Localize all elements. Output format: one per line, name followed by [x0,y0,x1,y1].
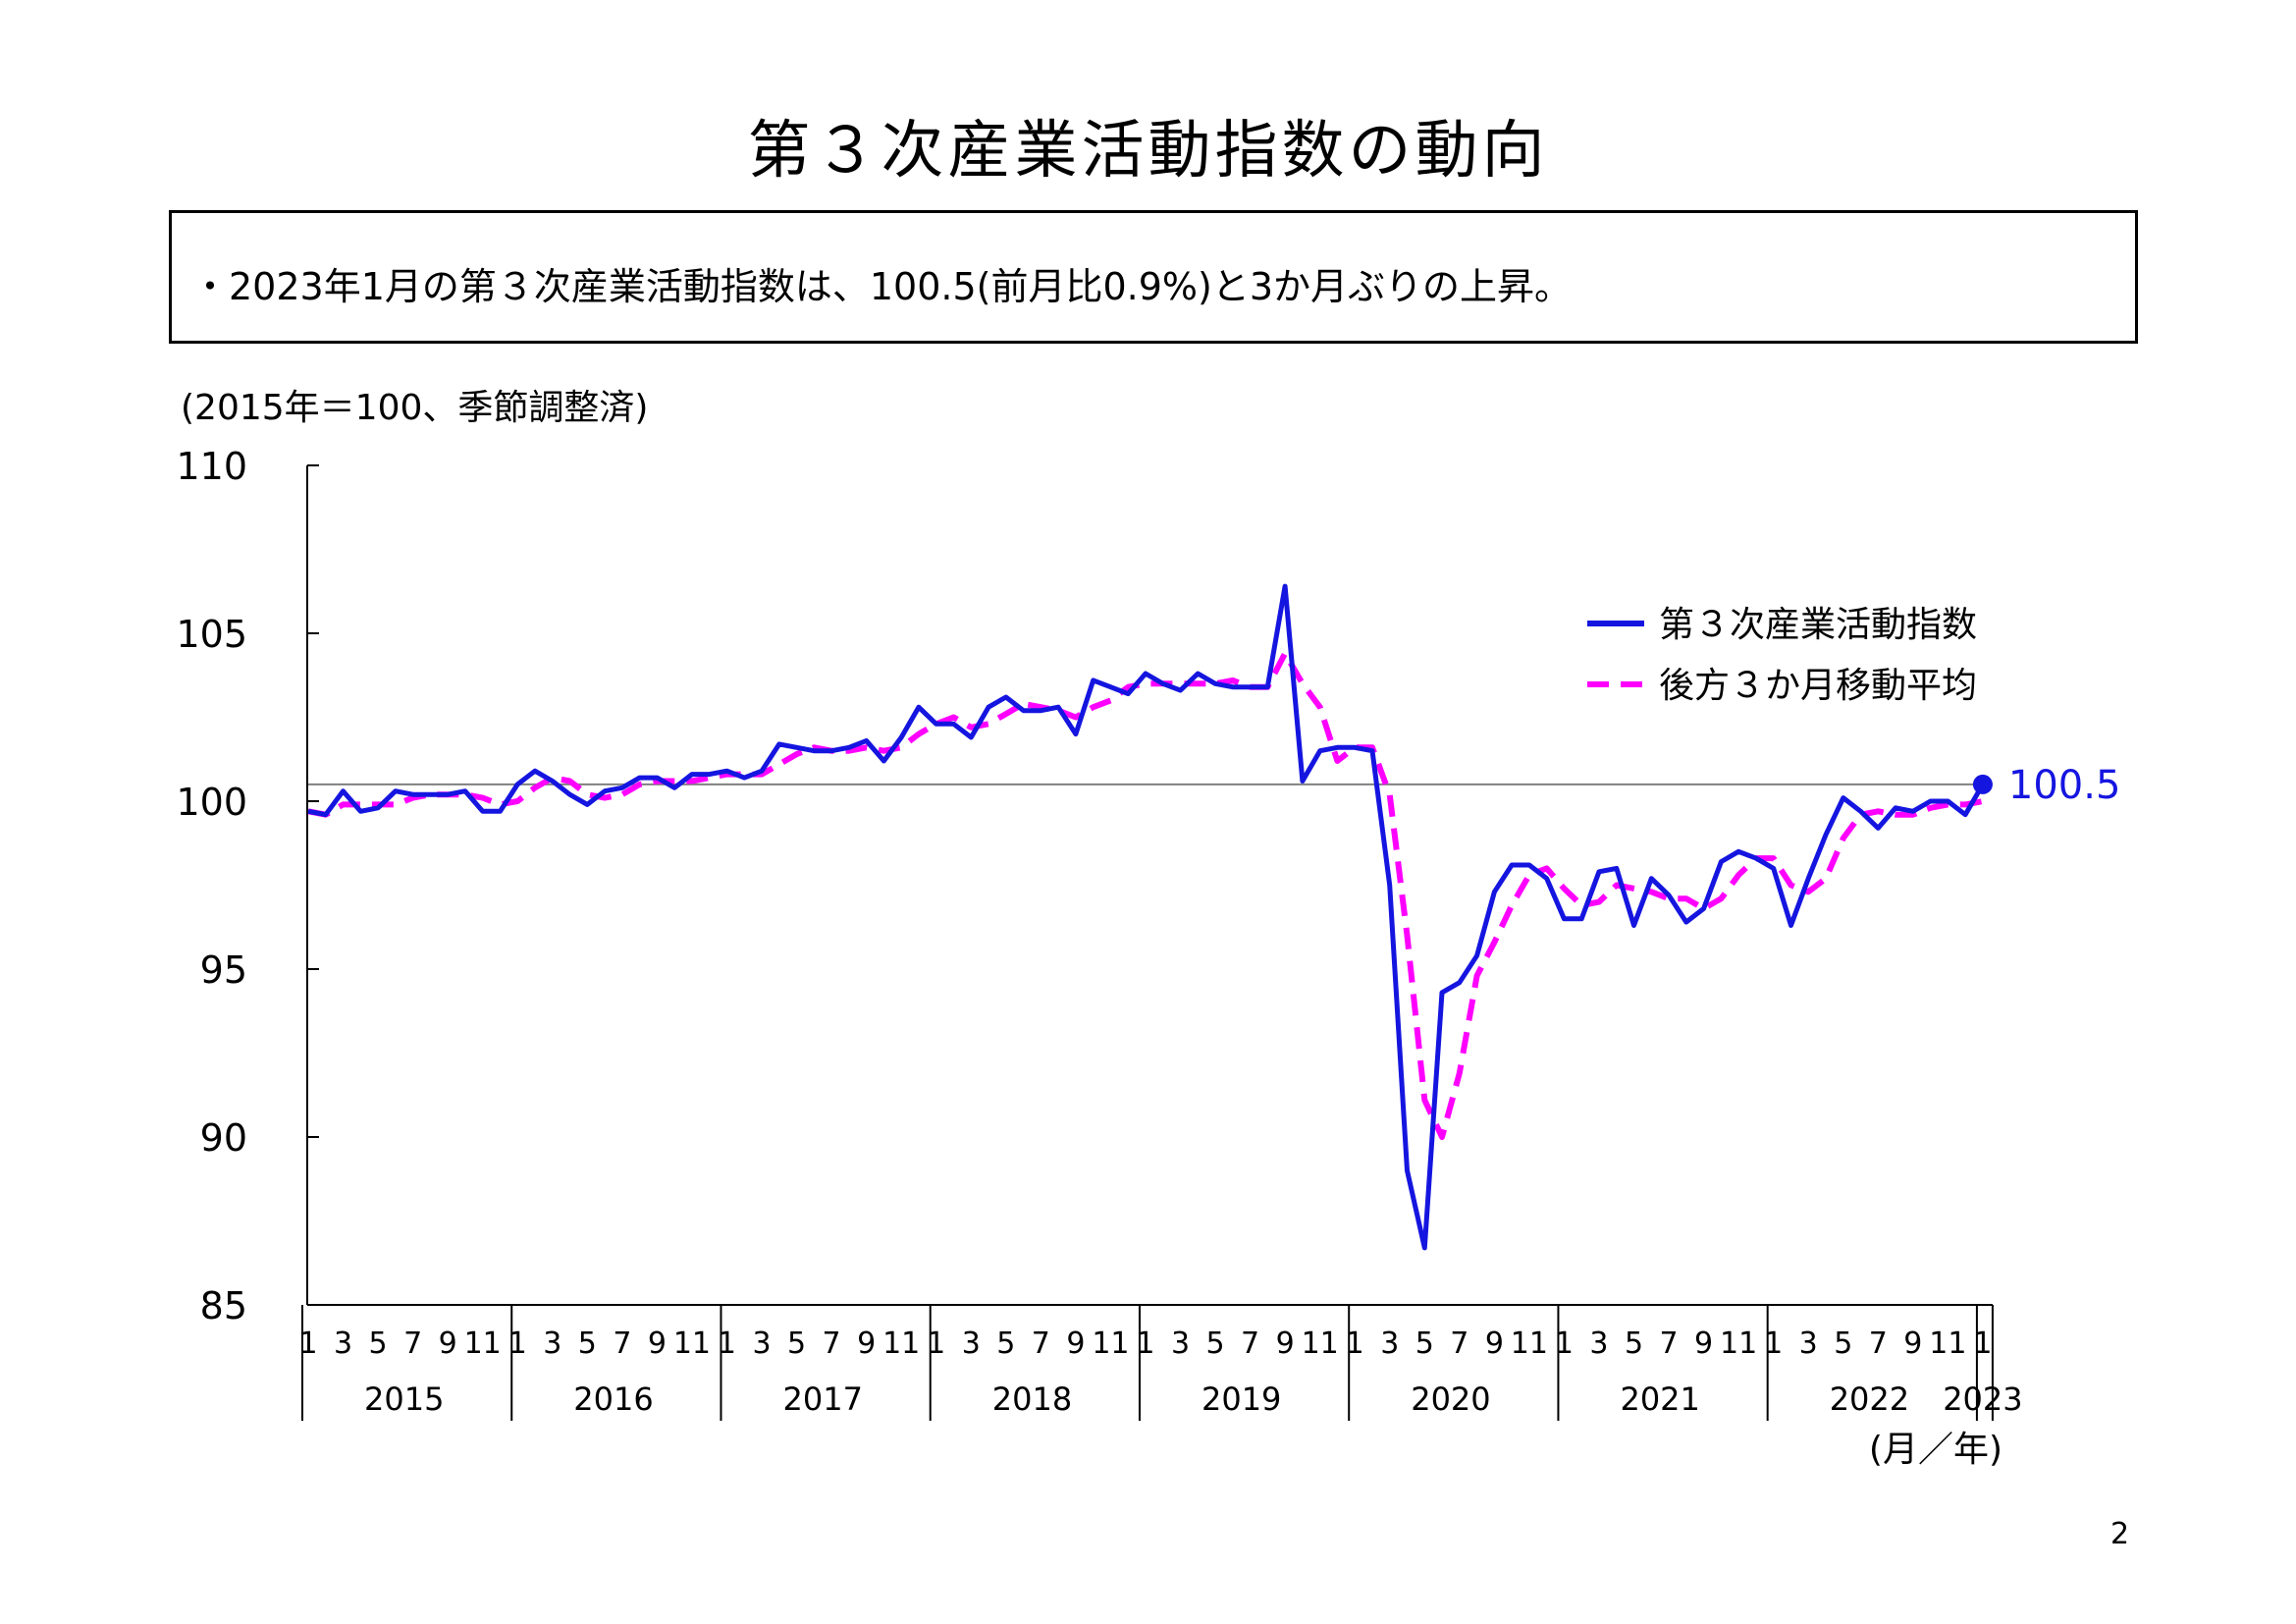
x-month-label: 3 [543,1326,561,1361]
x-month-label: 11 [673,1326,711,1361]
x-month-label: 3 [752,1326,771,1361]
x-month-label: 1 [1346,1326,1364,1361]
x-month-label: 9 [1485,1326,1504,1361]
x-month-label: 9 [1903,1326,1922,1361]
x-month-label: 1 [508,1326,527,1361]
x-month-label: 11 [882,1326,920,1361]
x-year-label: 2022 [1830,1380,1909,1418]
x-month-label: 3 [334,1326,352,1361]
x-month-label: 11 [1302,1326,1339,1361]
x-month-label: 5 [787,1326,806,1361]
x-month-label: 5 [1834,1326,1852,1361]
x-month-label: 11 [1929,1326,1966,1361]
x-month-label: 5 [1205,1326,1224,1361]
page-number: 2 [2110,1517,2130,1551]
last-point-marker [1972,774,1993,794]
x-month-label: 11 [1511,1326,1548,1361]
x-year-label: 2015 [364,1380,444,1418]
x-month-label: 9 [648,1326,667,1361]
y-tick-label: 105 [176,613,247,656]
x-year-label: 2017 [782,1380,862,1418]
page-title: 第３次産業活動指数の動向 [747,115,1549,188]
series-line-index [307,583,1986,1251]
x-month-label: 11 [464,1326,502,1361]
x-month-label: 3 [962,1326,981,1361]
x-year-label: 2020 [1411,1380,1490,1418]
x-month-label: 1 [1764,1326,1783,1361]
x-month-label: 5 [1625,1326,1643,1361]
y-tick-label: 85 [200,1284,247,1327]
legend-label-index: 第３次産業活動指数 [1659,605,1977,645]
x-month-label: 3 [1171,1326,1190,1361]
x-year-label: 2021 [1620,1380,1699,1418]
y-tick-label: 95 [200,948,247,992]
x-month-label: 5 [578,1326,597,1361]
x-month-label: 1 [1136,1326,1154,1361]
summary-box: ・2023年1月の第３次産業活動指数は、100.5(前月比0.9%)と3か月ぶり… [169,210,2138,344]
unit-label: (2015年＝100、季節調整済) [181,388,649,428]
x-month-label: 3 [1799,1326,1818,1361]
x-month-label: 3 [1589,1326,1608,1361]
x-month-label: 7 [823,1326,841,1361]
x-month-label: 9 [439,1326,457,1361]
x-month-label: 7 [613,1326,631,1361]
x-year-label: 2018 [992,1380,1072,1418]
x-month-label: 9 [1276,1326,1295,1361]
x-month-label: 7 [1450,1326,1468,1361]
x-year-label: 2019 [1201,1380,1281,1418]
summary-text: ・2023年1月の第３次産業活動指数は、100.5(前月比0.9%)と3か月ぶり… [191,265,1573,308]
x-axis-unit-label: (月／年) [1869,1430,2002,1470]
x-month-label: 3 [1380,1326,1399,1361]
x-year-label: 2023 [1943,1380,2022,1418]
x-month-label: 11 [1092,1326,1129,1361]
x-year-label: 2016 [573,1380,653,1418]
x-month-label: 7 [1660,1326,1679,1361]
x-month-label: 5 [1415,1326,1434,1361]
x-month-label: 7 [1869,1326,1888,1361]
x-month-label: 5 [369,1326,388,1361]
last-point-label: 100.5 [2008,763,2121,808]
x-month-label: 9 [1694,1326,1713,1361]
y-tick-label: 110 [176,445,247,488]
x-month-label: 7 [1032,1326,1050,1361]
x-month-label: 9 [857,1326,876,1361]
x-month-label: 1 [298,1326,317,1361]
legend-label-moving-average: 後方３か月移動平均 [1659,666,1977,706]
x-month-label: 5 [996,1326,1015,1361]
x-month-label: 1 [927,1326,945,1361]
x-month-label: 1 [1973,1326,1992,1361]
y-tick-label: 90 [200,1116,247,1160]
x-month-label: 7 [403,1326,422,1361]
x-month-label: 1 [1555,1326,1574,1361]
y-tick-label: 100 [176,781,247,824]
series-line-moving-average [307,650,1984,1140]
x-month-label: 1 [718,1326,736,1361]
x-month-label: 7 [1241,1326,1259,1361]
x-month-label: 11 [1720,1326,1757,1361]
x-month-label: 9 [1066,1326,1085,1361]
